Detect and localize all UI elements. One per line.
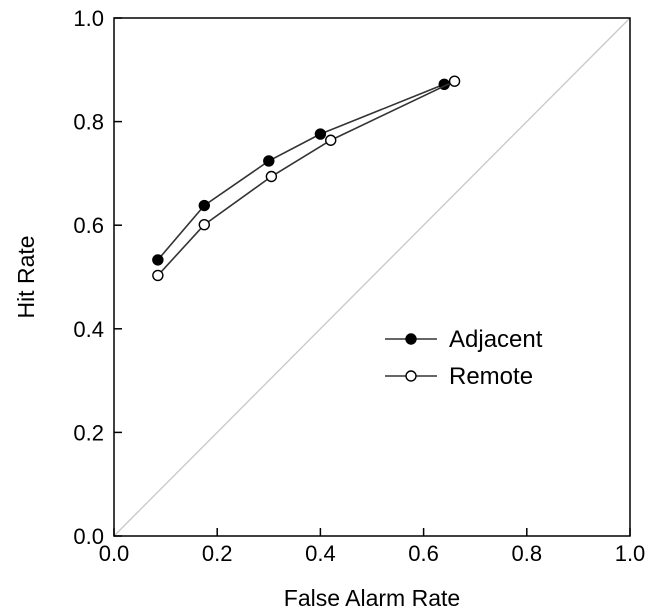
y-tick-label: 0.0 <box>73 524 104 549</box>
chance-diagonal-line <box>113 17 631 537</box>
x-tick-label: 0.6 <box>408 541 439 566</box>
data-point-adjacent <box>152 254 164 266</box>
data-point-remote <box>152 269 164 282</box>
x-tick-label: 0.2 <box>202 541 233 566</box>
x-tick-label: 0.4 <box>305 541 336 566</box>
legend-marker-remote <box>405 370 417 382</box>
series-layer <box>152 75 461 282</box>
y-tick-label: 0.8 <box>73 110 104 135</box>
diagonal-layer <box>113 17 631 537</box>
y-tick-label: 0.6 <box>73 213 104 238</box>
data-point-remote <box>325 134 337 146</box>
data-point-adjacent <box>263 155 275 167</box>
legend-label-adjacent: Adjacent <box>449 326 543 353</box>
data-point-adjacent <box>314 128 327 140</box>
x-ticks: 0.0 0.2 0.4 0.6 0.8 1.0 <box>99 528 646 566</box>
legend-marker-adjacent <box>405 333 417 345</box>
data-point-remote <box>448 75 461 87</box>
series-line-remote <box>157 80 455 276</box>
y-tick-label: 0.4 <box>73 317 104 342</box>
x-axis-title: False Alarm Rate <box>284 585 460 611</box>
x-tick-label: 1.0 <box>615 541 646 566</box>
data-point-remote <box>265 170 278 183</box>
y-tick-label: 0.2 <box>73 420 104 445</box>
legend: Adjacent Remote <box>385 326 543 390</box>
plot-frame <box>113 17 631 537</box>
y-ticks: 0.0 0.2 0.4 0.6 0.8 1.0 <box>73 6 122 549</box>
y-axis-title: Hit Rate <box>13 235 39 318</box>
data-point-adjacent <box>198 199 211 212</box>
y-tick-label: 1.0 <box>73 6 104 31</box>
x-tick-label: 0.8 <box>512 541 543 566</box>
legend-label-remote: Remote <box>449 363 533 390</box>
data-point-remote <box>198 218 211 231</box>
x-tick-label: 0.0 <box>99 541 130 566</box>
series-line-adjacent <box>157 83 445 261</box>
